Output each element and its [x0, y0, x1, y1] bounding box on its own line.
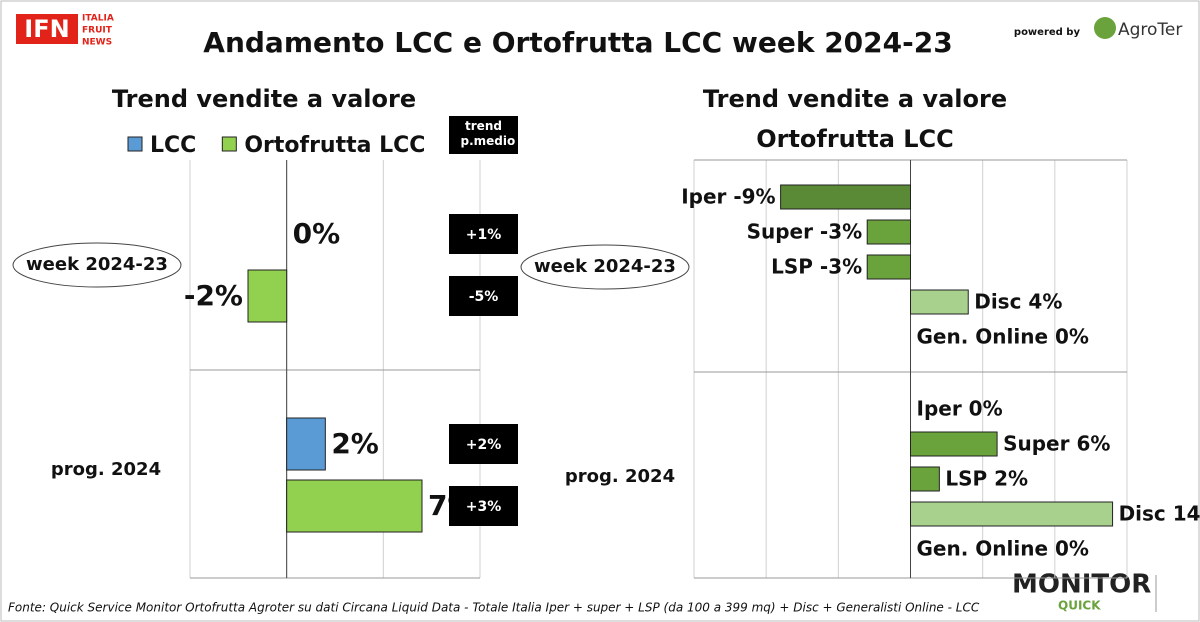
powered-by: powered by: [1014, 27, 1081, 38]
legend-swatch: [127, 136, 143, 152]
value-label: LSP 2%: [945, 467, 1028, 491]
page-title: Andamento LCC e Ortofrutta LCC week 2024…: [203, 26, 952, 59]
bar: [910, 289, 969, 315]
logo-sub: ITALIA: [82, 14, 114, 24]
price-trend-label: -5%: [469, 289, 499, 305]
logo-sub: NEWS: [82, 38, 112, 48]
bar: [247, 269, 288, 323]
bar: [910, 431, 998, 457]
value-label: 0%: [293, 217, 341, 250]
legend-swatch: [221, 136, 237, 152]
logo-sub: FRUIT: [82, 26, 113, 36]
chart-subtitle: Ortofrutta LCC: [756, 125, 954, 153]
value-label: Super 6%: [1003, 432, 1110, 456]
value-label: Disc 4%: [974, 290, 1062, 314]
value-label: Gen. Online 0%: [917, 325, 1089, 349]
bar: [910, 501, 1114, 527]
price-trend-box: [449, 424, 518, 464]
value-label: 2%: [331, 427, 379, 460]
price-trend-label: +2%: [466, 437, 502, 453]
brand: AgroTer: [1118, 20, 1182, 40]
value-label: Super -3%: [747, 220, 863, 244]
price-trend-label: +3%: [466, 499, 502, 515]
monitor-logo-sub: QUICK: [1058, 599, 1101, 613]
price-trend-box: [449, 486, 518, 526]
chart-title: Trend vendite a valore: [703, 85, 1007, 113]
logo: IFN: [24, 15, 69, 43]
price-trend-title: trend p.medio: [460, 119, 516, 148]
group-label: prog. 2024: [565, 466, 675, 487]
source-note: Fonte: Quick Service Monitor Ortofrutta …: [8, 601, 980, 615]
legend-label: Ortofrutta LCC: [244, 133, 425, 158]
chart-title: Trend vendite a valore: [112, 85, 416, 113]
bar: [866, 254, 912, 280]
brand-icon: [1094, 17, 1116, 39]
bar: [910, 466, 940, 492]
group-label: week 2024-23: [534, 256, 676, 277]
price-trend-header: trend p.medio: [460, 119, 516, 148]
monitor-logo: MONITOR: [1012, 570, 1151, 600]
value-label: Disc 14%: [1119, 502, 1200, 526]
group-label-ellipse: [520, 244, 690, 290]
bar: [866, 219, 912, 245]
bar: [780, 184, 911, 210]
price-trend-box: [449, 214, 518, 254]
value-label: Iper 0%: [917, 397, 1003, 421]
value-label: Gen. Online 0%: [917, 537, 1089, 561]
bar: [286, 417, 326, 471]
legend-label: LCC: [150, 133, 196, 158]
group-label: week 2024-23: [26, 254, 168, 275]
group-label-ellipse: [12, 242, 182, 288]
bar: [286, 479, 423, 533]
value-label: LSP -3%: [771, 255, 862, 279]
group-label: prog. 2024: [51, 459, 161, 480]
price-trend-box: [449, 276, 518, 316]
value-label: -2%: [184, 279, 243, 312]
value-label: Iper -9%: [681, 185, 775, 209]
price-trend-label: +1%: [466, 227, 502, 243]
logo-box: [16, 14, 78, 44]
price-trend-header-box: [449, 116, 518, 154]
